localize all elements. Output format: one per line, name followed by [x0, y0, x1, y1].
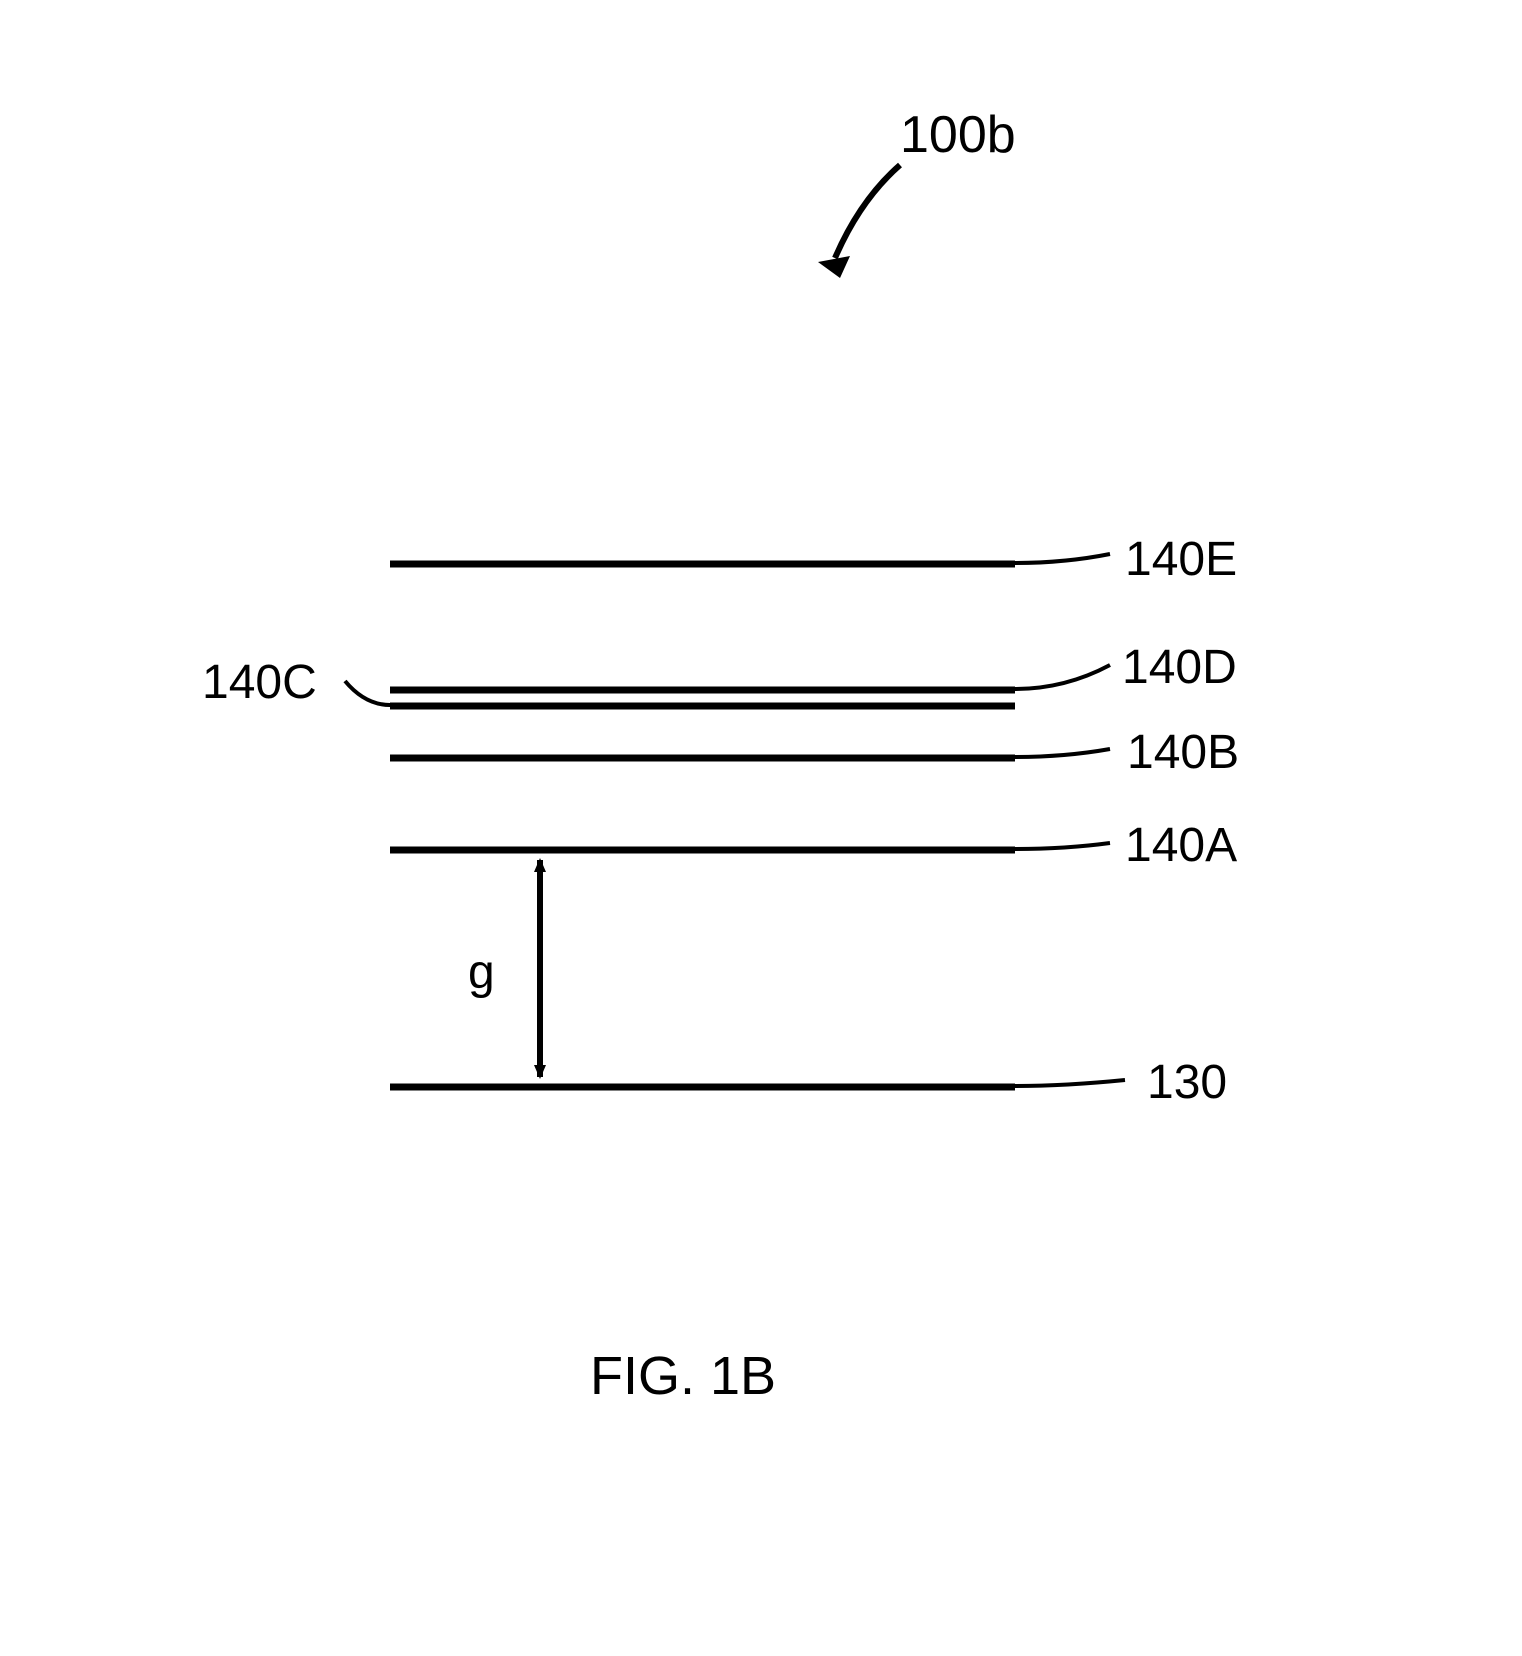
leader-140B	[1015, 749, 1110, 757]
label-130: 130	[1147, 1055, 1227, 1110]
label-140E: 140E	[1125, 532, 1237, 587]
leader-140E	[1015, 554, 1110, 563]
leader-140A	[1015, 843, 1110, 849]
label-140C: 140C	[202, 655, 317, 710]
reference-arrow	[818, 165, 900, 278]
label-140A: 140A	[1125, 818, 1237, 873]
diagram-svg	[0, 0, 1522, 1656]
leader-140C	[345, 681, 390, 705]
figure-caption: FIG. 1B	[590, 1345, 776, 1407]
gap-label: g	[468, 945, 495, 1000]
figure-container: 100b 140E 140D 140C 140B 140A 130 g FIG.…	[0, 0, 1522, 1656]
label-140B: 140B	[1127, 725, 1239, 780]
reference-label: 100b	[900, 105, 1016, 165]
label-140D: 140D	[1122, 640, 1237, 695]
leader-140D	[1015, 665, 1110, 689]
leader-130	[1015, 1080, 1125, 1086]
